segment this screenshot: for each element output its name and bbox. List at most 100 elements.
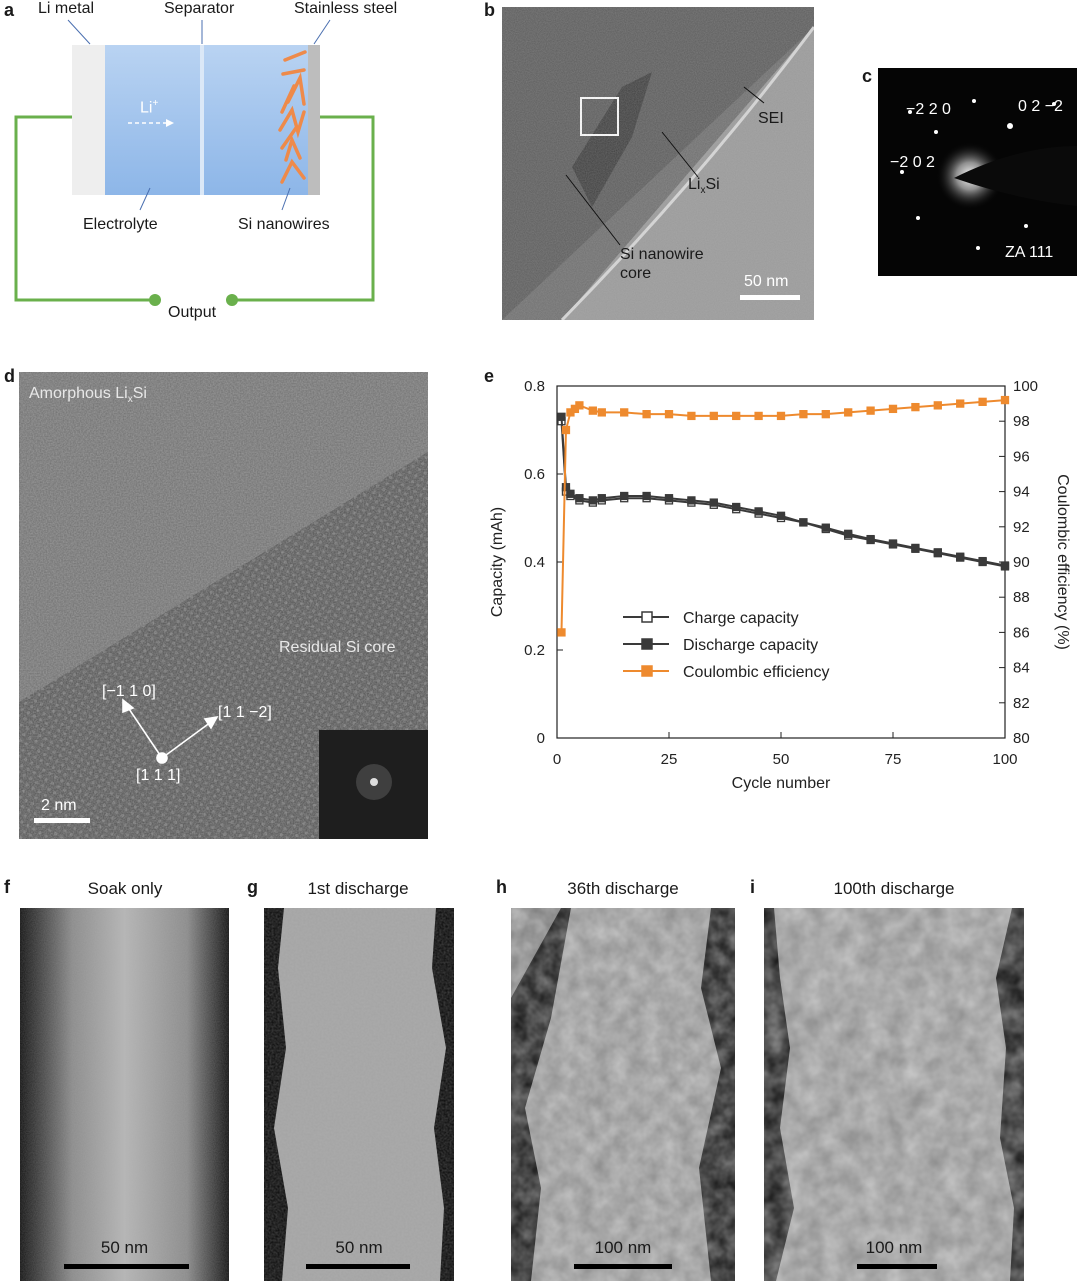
separator-layer: [200, 45, 204, 195]
data-point: [575, 494, 584, 503]
data-point: [933, 401, 942, 410]
amorphous-label: Amorphous LixSi: [29, 385, 147, 406]
data-point: [557, 412, 566, 421]
data-point: [799, 410, 808, 419]
data-point: [588, 406, 597, 415]
x-tick-label: 50: [773, 751, 790, 768]
panel-label-a: a: [4, 0, 15, 20]
lixsi-label-b: LixSi: [688, 176, 720, 197]
capacity-chart-svg: 0 25 50 75 100 0 0.2 0.4 0.6 0.8 80 82 84 86 88 90 92 94 9…: [489, 378, 1071, 792]
y2-tick-label: 94: [1013, 484, 1030, 501]
stainless-steel-label: Stainless steel: [294, 0, 398, 17]
separator-label: Separator: [164, 0, 235, 17]
electrolyte-label: Electrolyte: [83, 216, 158, 233]
panel-d-hrtem-image: [19, 372, 428, 839]
legend-marker-2: [641, 665, 653, 677]
direction-label-2: [1 1 −2]: [218, 704, 272, 721]
y2-tick-label: 90: [1013, 554, 1030, 571]
circuit-wire-left: [14, 115, 155, 302]
data-point: [978, 397, 987, 406]
y-tick-label: 0: [537, 730, 545, 747]
zone-axis-label: ZA 111: [1005, 244, 1054, 261]
data-point: [732, 411, 741, 421]
data-point: [620, 491, 629, 501]
si-nanowires-label: Si nanowires: [238, 216, 330, 233]
panel-h-title: 36th discharge: [567, 879, 679, 898]
data-point: [866, 406, 875, 415]
y-tick-label: 0.6: [524, 466, 545, 483]
data-point: [754, 411, 763, 421]
li-metal-layer: [72, 45, 105, 195]
data-point: [575, 401, 584, 410]
legend-label-1: Discharge capacity: [683, 637, 818, 654]
y2-tick-label: 82: [1013, 695, 1030, 712]
panel-h-stem-image: [511, 908, 735, 1281]
y2-tick-label: 84: [1013, 660, 1030, 677]
data-point: [978, 556, 987, 566]
data-point: [642, 410, 651, 419]
panel-g-title: 1st discharge: [307, 879, 409, 898]
plot-frame: [556, 385, 1006, 739]
data-point: [561, 483, 571, 492]
data-point: [844, 408, 853, 417]
y-axis-label: Capacity (mAh): [489, 507, 506, 617]
panel-label-i: i: [750, 877, 756, 897]
x-axis-label: Cycle number: [732, 775, 831, 792]
si-core-label: Si nanowire core: [620, 246, 704, 282]
output-label: Output: [168, 304, 217, 321]
sei-label: SEI: [758, 110, 784, 127]
scalebar-i: [857, 1264, 937, 1269]
data-point: [911, 402, 920, 412]
data-point: [866, 534, 875, 544]
panel-label-e: e: [484, 366, 495, 386]
spot-label-1: −2 2 0: [906, 101, 951, 118]
diffraction-spots: [900, 99, 1056, 250]
data-point: [664, 494, 674, 503]
data-point: [933, 548, 942, 557]
panel-a-schematic: [0, 0, 420, 330]
residual-core-label: Residual Si core: [279, 639, 396, 656]
data-point: [732, 502, 741, 512]
li-ion-label: Li+: [140, 98, 159, 117]
terminal-left: [149, 294, 161, 306]
scalebar-d-label: 2 nm: [41, 797, 77, 814]
x-tick-label: 0: [553, 751, 561, 768]
data-point: [888, 539, 898, 548]
y2-axis-label: Coulombic efficiency (%): [1054, 474, 1071, 650]
legend-marker-1: [641, 638, 653, 650]
series-line-1: [560, 416, 1006, 567]
y2-tick-label: 86: [1013, 624, 1030, 641]
panel-i-title: 100th discharge: [833, 879, 955, 898]
x-tick-label: 75: [885, 751, 902, 768]
legend-label-0: Charge capacity: [683, 610, 799, 627]
data-point: [566, 489, 575, 498]
data-point: [799, 518, 808, 527]
panel-label-d: d: [4, 366, 15, 386]
data-point: [561, 425, 571, 435]
data-point: [821, 410, 830, 419]
data-point: [888, 404, 898, 414]
panel-label-b: b: [484, 0, 495, 20]
y2-tick-label: 100: [1013, 378, 1038, 395]
x-tick-label: 100: [992, 751, 1017, 768]
panel-c-diffraction: [878, 68, 1077, 276]
panel-e-chart: 0 25 50 75 100 0 0.2 0.4 0.6 0.8 80 82 84 86 88 90 92 94 9…: [480, 370, 1080, 810]
data-point: [588, 496, 597, 505]
data-point: [911, 543, 920, 553]
data-point: [776, 511, 786, 520]
data-point: [1000, 561, 1010, 570]
y-tick-label: 0.4: [524, 554, 545, 571]
data-point: [620, 408, 629, 417]
panel-i-stem-image: [764, 908, 1024, 1281]
data-point: [844, 529, 853, 538]
scalebar-b: [740, 295, 800, 300]
y-tick-label: 0.8: [524, 378, 545, 395]
y2-tick-label: 88: [1013, 589, 1030, 606]
scalebar-f-label: 50 nm: [100, 1238, 149, 1257]
data-point: [1000, 395, 1010, 405]
scalebar-d: [34, 818, 90, 823]
y2-tick-label: 80: [1013, 730, 1030, 747]
scalebar-b-label: 50 nm: [744, 273, 789, 290]
data-point: [754, 507, 763, 516]
panel-f-stem-image: [20, 908, 229, 1281]
